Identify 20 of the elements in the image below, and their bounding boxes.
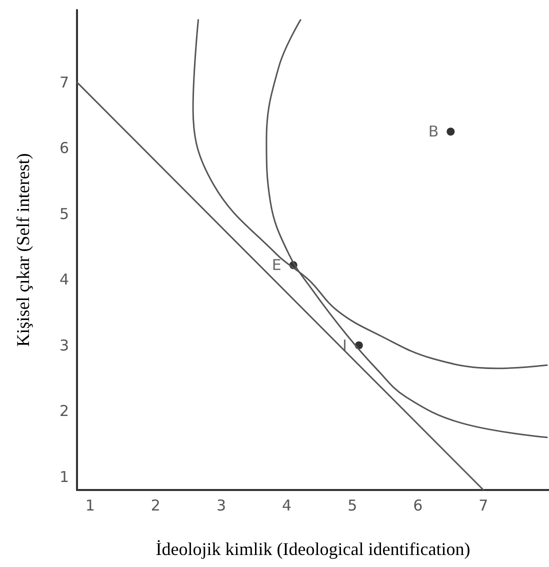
- y-tick-label: 5: [59, 204, 69, 223]
- y-tick-label: 6: [59, 139, 69, 158]
- x-tick-label: 7: [478, 496, 488, 514]
- point: [446, 128, 455, 136]
- x-tick-label: 4: [282, 496, 292, 514]
- x-tick-label: 6: [413, 496, 423, 514]
- annotation: E: [272, 256, 282, 274]
- annotation: I: [342, 336, 347, 354]
- y-tick-label: 7: [59, 73, 69, 92]
- y-tick-label: 2: [59, 402, 69, 420]
- y-tick-label: 3: [59, 336, 69, 354]
- annotation: B: [428, 122, 439, 141]
- y-tick-label: 1: [59, 468, 69, 486]
- x-axis-title: İdeolojik kimlik (Ideological identification): [156, 539, 470, 559]
- x-tick-label: 1: [85, 496, 95, 514]
- x-tick-label: 5: [348, 496, 358, 514]
- x-tick-label: 2: [150, 496, 160, 514]
- x-tick-label: 3: [216, 496, 226, 514]
- y-tick-label: 4: [59, 270, 69, 289]
- y-axis-title: Kişisel çıkar (Self interest): [13, 153, 33, 347]
